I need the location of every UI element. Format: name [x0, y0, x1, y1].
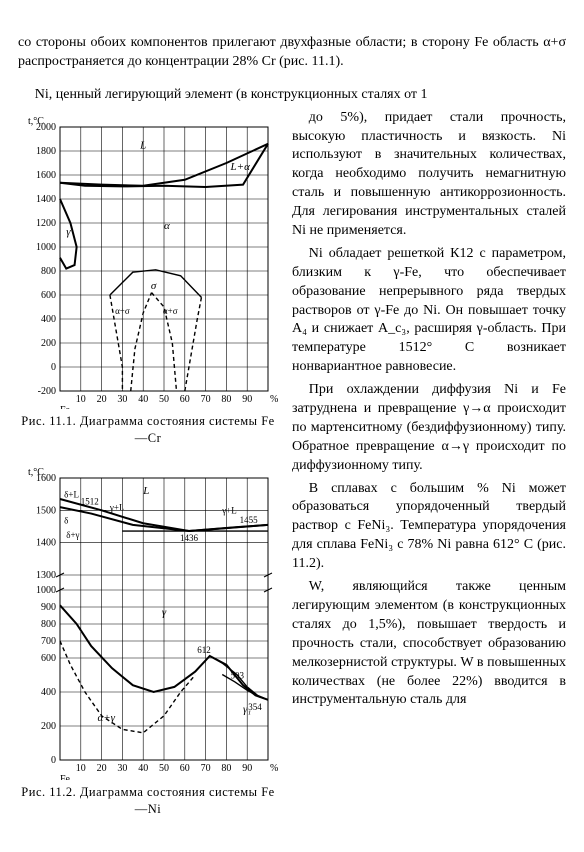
svg-text:L: L [142, 486, 149, 498]
svg-text:0: 0 [51, 755, 56, 766]
body-paragraph: При охлаждении диффузия Ni и Fe затрудне… [292, 381, 566, 475]
svg-text:10: 10 [76, 763, 86, 774]
svg-text:503: 503 [231, 671, 245, 681]
svg-text:α+σ: α+σ [163, 306, 178, 316]
svg-text:30: 30 [117, 394, 127, 405]
text-column: до 5%), придает стали прочность, высокую… [292, 109, 566, 715]
svg-text:60: 60 [180, 394, 190, 405]
svg-text:10: 10 [76, 394, 86, 405]
body-paragraph: W, являющийся также ценным легирующим эл… [292, 578, 566, 710]
figure-11-2-caption: Рис. 11.2. Диаграмма состояния системы F… [18, 784, 278, 818]
svg-text:80: 80 [221, 394, 231, 405]
svg-text:γ+L: γ+L [109, 503, 125, 513]
svg-text:90: 90 [242, 763, 252, 774]
svg-text:1436: 1436 [180, 533, 199, 543]
svg-text:δ+L: δ+L [64, 490, 79, 500]
svg-text:1455: 1455 [240, 515, 259, 525]
svg-text:L: L [139, 139, 146, 151]
intro-paragraph: со стороны обоих компонентов прилегают д… [18, 34, 566, 72]
svg-text:200: 200 [41, 338, 56, 349]
svg-text:σ: σ [151, 280, 157, 292]
svg-text:1800: 1800 [36, 146, 56, 157]
svg-text:80: 80 [221, 763, 231, 774]
svg-text:30: 30 [117, 763, 127, 774]
body-paragraph: до 5%), придает стали прочность, высокую… [292, 109, 566, 241]
svg-text:Fe: Fe [60, 405, 71, 409]
figure-11-1-caption: Рис. 11.1. Диаграмма состояния системы F… [18, 413, 278, 447]
svg-text:1600: 1600 [36, 170, 56, 181]
svg-text:L+α: L+α [230, 161, 251, 173]
svg-text:800: 800 [41, 266, 56, 277]
svg-text:%Ni: %Ni [270, 763, 278, 774]
phase-diagram-fe-cr: t,°С-20002004006008001000120014001600180… [18, 109, 278, 409]
svg-text:90: 90 [242, 394, 252, 405]
svg-text:70: 70 [201, 394, 211, 405]
svg-text:20: 20 [97, 763, 107, 774]
svg-text:612: 612 [197, 645, 211, 655]
svg-text:70: 70 [201, 763, 211, 774]
svg-text:γ+L: γ+L [221, 506, 237, 516]
svg-text:400: 400 [41, 314, 56, 325]
svg-text:-200: -200 [38, 386, 56, 397]
svg-text:40: 40 [138, 394, 148, 405]
svg-text:1200: 1200 [36, 218, 56, 229]
body-paragraph: Ni обладает решеткой К12 с параметром, б… [292, 245, 566, 377]
body-paragraph: В сплавах с большим % Ni может образоват… [292, 480, 566, 574]
svg-text:1000: 1000 [36, 242, 56, 253]
svg-text:1500: 1500 [36, 506, 56, 517]
svg-text:60: 60 [180, 763, 190, 774]
svg-text:%Cr: %Cr [270, 394, 278, 405]
svg-text:γ: γ [66, 226, 71, 238]
svg-text:700: 700 [41, 636, 56, 647]
svg-text:200: 200 [41, 721, 56, 732]
svg-text:400: 400 [41, 687, 56, 698]
svg-text:40: 40 [138, 763, 148, 774]
svg-text:1000: 1000 [36, 585, 56, 596]
svg-text:20: 20 [97, 394, 107, 405]
figure-11-2: t,°С020040060070080090010001300140015001… [18, 460, 278, 818]
two-column-layout: t,°С-20002004006008001000120014001600180… [18, 109, 566, 833]
svg-text:δ: δ [64, 516, 68, 526]
svg-text:α+γ: α+γ [97, 712, 115, 724]
svg-text:α+σ: α+σ [115, 306, 130, 316]
svg-text:1600: 1600 [36, 473, 56, 484]
phase-diagram-fe-ni: t,°С020040060070080090010001300140015001… [18, 460, 278, 780]
svg-text:50: 50 [159, 394, 169, 405]
svg-text:2000: 2000 [36, 122, 56, 133]
svg-text:γ: γ [162, 607, 167, 619]
svg-text:1300: 1300 [36, 570, 56, 581]
svg-text:Fe: Fe [60, 774, 71, 780]
svg-text:600: 600 [41, 653, 56, 664]
svg-text:1512: 1512 [81, 497, 99, 507]
svg-text:354: 354 [248, 702, 262, 712]
svg-text:900: 900 [41, 602, 56, 613]
svg-text:1400: 1400 [36, 538, 56, 549]
svg-text:1400: 1400 [36, 194, 56, 205]
svg-text:0: 0 [51, 362, 56, 373]
svg-text:600: 600 [41, 290, 56, 301]
lead-line: Ni, ценный легирующий элемент (в констру… [18, 86, 566, 105]
svg-text:800: 800 [41, 619, 56, 630]
figures-column: t,°С-20002004006008001000120014001600180… [18, 109, 278, 833]
figure-11-1: t,°С-20002004006008001000120014001600180… [18, 109, 278, 447]
svg-text:δ+γ: δ+γ [66, 530, 79, 540]
svg-text:50: 50 [159, 763, 169, 774]
svg-text:α: α [164, 220, 170, 232]
